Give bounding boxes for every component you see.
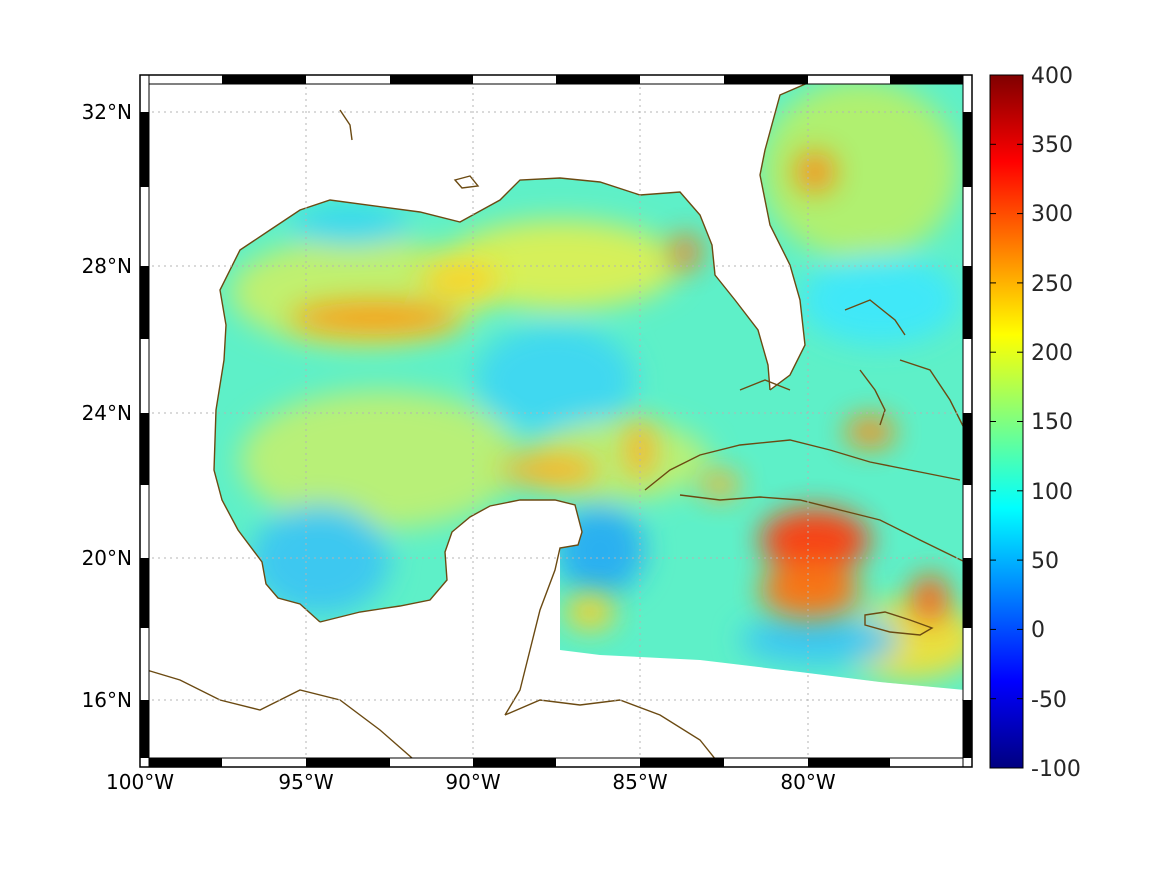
lon-label-95w: 95°W <box>278 770 333 794</box>
lon-label-100w: 100°W <box>106 770 174 794</box>
colorbar-label-200: 200 <box>1031 341 1073 366</box>
colorbar-label-minus100: -100 <box>1031 757 1081 782</box>
grid-lines <box>140 75 972 767</box>
colorbar-label-50: 50 <box>1031 549 1059 574</box>
colorbar-label-400: 400 <box>1031 64 1073 89</box>
colorbar: 400 350 300 250 200 150 100 50 0 -50 -10… <box>989 64 1081 782</box>
colorbar-ticks <box>990 143 1023 700</box>
colorbar-label-minus50: -50 <box>1031 688 1067 713</box>
colorbar-label-100: 100 <box>1031 480 1073 505</box>
sst-field <box>214 82 965 690</box>
latitude-labels: 32°N 28°N 24°N 20°N 16°N <box>82 100 132 712</box>
lon-label-80w: 80°W <box>780 770 835 794</box>
lat-label-16n: 16°N <box>82 688 132 712</box>
lon-label-85w: 85°W <box>612 770 667 794</box>
lat-label-24n: 24°N <box>82 401 132 425</box>
lat-label-20n: 20°N <box>82 546 132 570</box>
lat-label-28n: 28°N <box>82 254 132 278</box>
coastlines <box>139 74 966 766</box>
lon-label-90w: 90°W <box>445 770 500 794</box>
lat-label-32n: 32°N <box>82 100 132 124</box>
colorbar-label-150: 150 <box>1031 410 1073 435</box>
longitude-labels: 100°W 95°W 90°W 85°W 80°W <box>106 770 836 794</box>
colorbar-label-250: 250 <box>1031 272 1073 297</box>
colorbar-label-0: 0 <box>1031 618 1045 643</box>
colorbar-label-350: 350 <box>1031 133 1073 158</box>
colorbar-label-300: 300 <box>1031 202 1073 227</box>
map-frame <box>139 74 973 768</box>
